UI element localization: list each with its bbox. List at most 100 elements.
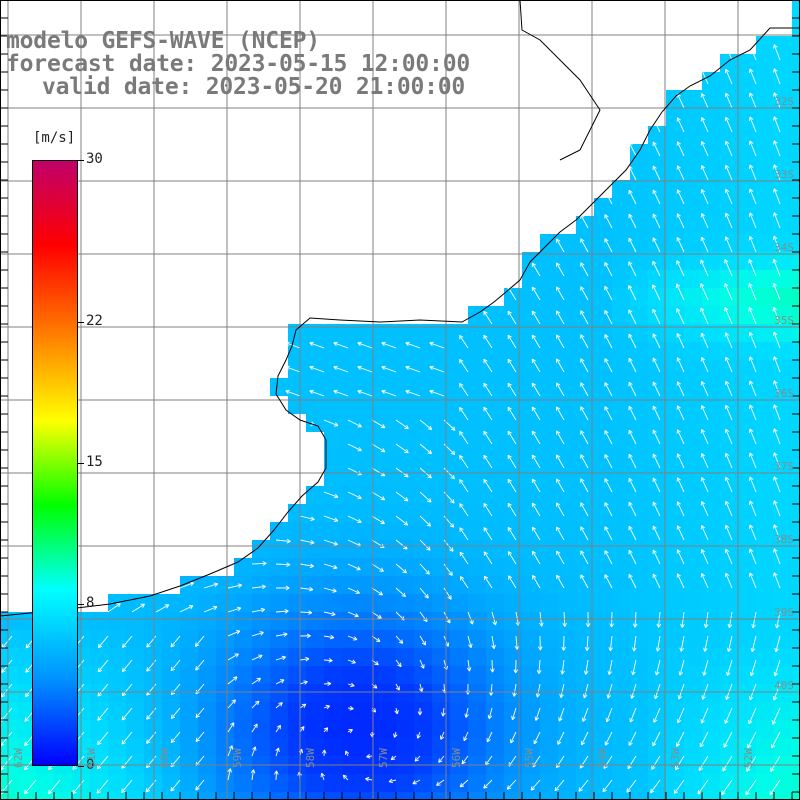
wind-cell [540,792,558,800]
wind-cell [576,576,594,594]
wind-cell [486,774,504,792]
wind-arrow-head [490,691,494,696]
wind-arrow-head [514,645,518,650]
wind-cell [684,702,702,720]
wind-arrow [299,703,307,709]
wind-arrow-head [532,575,537,578]
wind-cell [234,576,252,594]
wind-arrow-head [657,647,661,652]
wind-arrow-head [465,714,469,718]
wind-arrow-head [426,617,428,622]
wind-arrow-head [747,745,752,749]
wind-cell [162,612,180,630]
wind-arrow-head [450,501,455,504]
wind-arrow-head [773,44,778,48]
wind-cell [630,504,648,522]
wind-arrow-head [508,551,512,554]
wind-cell [486,522,504,540]
wind-cell [36,792,54,800]
wind-arrow-head [259,655,263,659]
wind-arrow [724,307,733,325]
wind-arrow-head [24,719,29,722]
wind-cell [216,774,234,792]
wind-cell [162,594,180,612]
wind-cell [756,108,774,126]
wind-cell [738,594,756,612]
wind-arrow [725,453,733,469]
wind-arrow-head [254,746,257,751]
wind-cell [684,360,702,378]
wind-cell [666,162,684,180]
wind-arrow-head [121,667,124,672]
wind-cell [792,126,800,144]
wind-cell [720,288,738,306]
wind-cell [684,558,702,576]
wind-cell [36,774,54,792]
wind-arrow-head [604,526,609,530]
wind-cell [774,324,792,342]
wind-arrow-head [98,645,103,649]
wind-cell [252,612,270,630]
wind-cell [558,360,576,378]
wind-cell [648,234,666,252]
wind-cell [738,396,756,414]
wind-arrow-head [483,527,488,530]
wind-cell [522,540,540,558]
wind-arrow-head [335,422,339,426]
wind-arrow-head [484,575,489,579]
wind-arrow [676,93,685,109]
wind-arrow [0,755,13,771]
wind-arrow-head [512,716,516,721]
wind-arrow [0,683,13,698]
wind-arrow [725,429,733,445]
wind-arrow [701,525,709,541]
wind-cell [792,162,800,180]
wind-arrow-head [335,493,339,498]
wind-arrow-head [628,549,633,553]
wind-arrow-head [195,691,200,695]
wind-arrow-head [447,596,452,600]
wind-cell [702,774,720,792]
wind-cell [612,630,630,648]
wind-arrow-head [749,68,754,72]
wind-cell [630,558,648,576]
wind-arrow-head [602,787,604,792]
wind-arrow [628,214,637,229]
wind-cell [108,648,126,666]
wind-cell [396,342,414,360]
wind-cell [414,648,432,666]
wind-arrow-head [749,524,754,528]
wind-arrow [508,575,517,589]
wind-arrow-head [561,646,564,651]
wind-arrow-head [677,501,681,505]
wind-cell [270,540,288,558]
wind-arrow [535,707,541,721]
wind-arrow-head [146,667,148,672]
wind-cell [432,702,450,720]
wind-arrow-head [388,781,393,784]
wind-arrow [342,774,349,781]
wind-arrow-head [607,695,612,699]
wind-arrow-head [702,696,706,700]
wind-arrow-head [725,524,730,529]
wind-arrow-head [1,695,6,698]
wind-cell [612,288,630,306]
wind-cell [252,684,270,702]
wind-arrow [419,683,423,692]
wind-arrow-head [705,624,709,628]
wind-arrow [515,635,518,650]
wind-cell [666,342,684,360]
wind-cell [576,720,594,738]
wind-arrow-head [190,582,194,587]
wind-cell [630,648,648,666]
wind-cell [216,576,234,594]
wind-arrow-head [604,310,609,313]
wind-arrow-head [326,705,330,710]
wind-arrow-head [677,429,681,433]
wind-cell [612,270,630,288]
wind-arrow-head [72,765,75,770]
wind-cell [414,360,432,378]
wind-cell [540,576,558,594]
